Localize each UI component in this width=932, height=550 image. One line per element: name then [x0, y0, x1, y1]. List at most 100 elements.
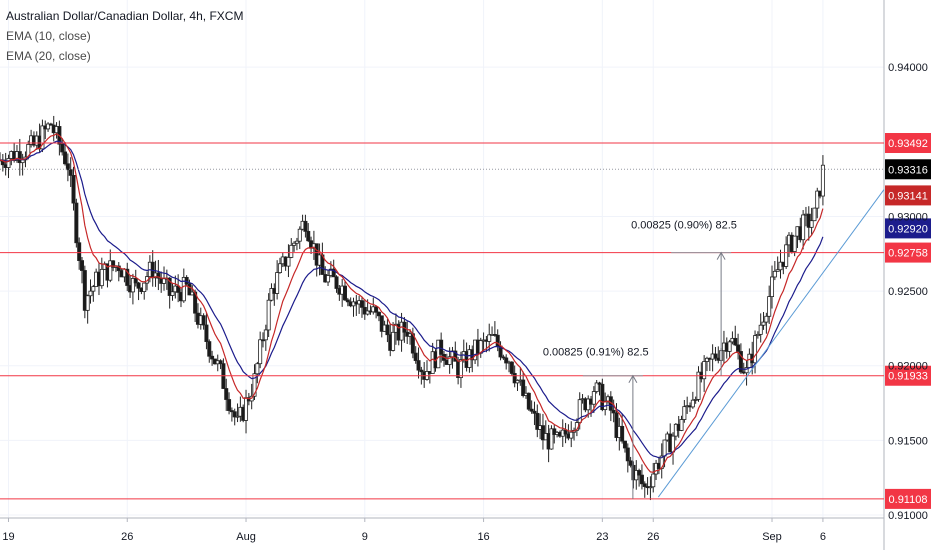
candle	[17, 138, 22, 176]
candle-body	[419, 369, 424, 373]
candle	[600, 378, 605, 412]
candle-body	[755, 333, 760, 337]
ema10-legend: EMA (10, close)	[6, 29, 91, 43]
candle	[204, 312, 209, 350]
candle-body	[258, 339, 263, 365]
candle	[326, 270, 331, 286]
candle-body	[682, 406, 687, 420]
candle-body	[713, 353, 718, 359]
level-label: 0.93492	[885, 133, 931, 154]
candle-body	[326, 275, 331, 283]
candle-body	[738, 351, 743, 373]
candle-body	[181, 276, 186, 302]
candle	[85, 294, 90, 324]
candle-body	[552, 428, 557, 435]
candle-body	[391, 331, 396, 351]
candle-body	[549, 428, 554, 450]
candle	[167, 277, 172, 309]
candle-body	[753, 335, 758, 364]
candle-body	[772, 270, 777, 278]
candle-body	[252, 373, 257, 397]
x-tick-label: 23	[596, 531, 608, 543]
candle	[297, 226, 302, 250]
candle-body	[662, 439, 667, 457]
candle-body	[260, 339, 265, 342]
candle-body	[359, 300, 364, 308]
candle-body	[532, 410, 537, 414]
candle-body	[637, 470, 642, 476]
candle	[232, 408, 237, 426]
candle	[74, 198, 79, 248]
candle-body	[17, 151, 22, 164]
candle-body	[71, 175, 76, 204]
candle-body	[704, 357, 709, 362]
candle	[227, 392, 232, 415]
x-tick-label: 9	[362, 531, 368, 543]
measurement-label: 0.00825 (0.91%) 82.5	[543, 347, 649, 359]
candle	[391, 322, 396, 352]
candle-body	[156, 272, 161, 279]
candle-body	[99, 268, 104, 287]
candle-body	[529, 408, 534, 412]
candle-body	[385, 324, 390, 336]
candle	[611, 399, 616, 423]
candle-body	[416, 360, 421, 371]
candle-body	[744, 367, 749, 374]
candle	[758, 313, 763, 343]
candle-body	[365, 310, 370, 315]
candle	[142, 282, 147, 300]
candle-body	[591, 391, 596, 405]
candle-body	[294, 240, 299, 244]
candle	[535, 404, 540, 438]
candle	[63, 141, 68, 166]
candle	[594, 380, 599, 394]
candle	[46, 122, 51, 132]
candle	[48, 122, 53, 126]
candle-body	[232, 411, 237, 418]
candle-body	[376, 311, 381, 317]
candle-body	[809, 220, 814, 228]
x-tick-label: Aug	[236, 531, 256, 543]
candle-body	[413, 352, 418, 361]
candle	[755, 331, 760, 339]
candle	[244, 389, 249, 434]
candle-body	[767, 296, 772, 317]
candle	[812, 207, 817, 222]
candle-body	[277, 263, 282, 273]
candle	[792, 235, 797, 257]
candle	[651, 462, 656, 493]
candle	[512, 365, 517, 388]
candle	[255, 361, 260, 384]
candles	[0, 115, 825, 501]
candle-body	[314, 243, 319, 266]
candle-body	[74, 202, 79, 244]
candle-body	[515, 380, 520, 384]
candle	[207, 339, 212, 363]
candle	[727, 339, 732, 358]
last-price-bg	[885, 159, 931, 180]
candle	[690, 391, 695, 409]
candle	[693, 396, 698, 404]
measurement-1: 0.00825 (0.91%) 82.5	[543, 347, 649, 499]
candle	[343, 281, 348, 302]
candle-body	[569, 431, 574, 439]
candle-body	[306, 230, 311, 242]
candle-body	[679, 419, 684, 431]
candle	[622, 440, 627, 453]
level-label-text: 0.91933	[888, 371, 928, 383]
candle-body	[227, 399, 232, 411]
candle-body	[6, 158, 11, 168]
candle	[218, 359, 223, 370]
candle	[439, 332, 444, 363]
candle	[260, 332, 265, 348]
x-tick-label: Sep	[762, 531, 782, 543]
candle	[702, 355, 707, 392]
candle	[133, 269, 138, 287]
candle-body	[167, 277, 172, 296]
ema20-legend: EMA (20, close)	[6, 49, 91, 63]
candle	[277, 257, 282, 274]
candle	[526, 392, 531, 411]
candle-body	[600, 383, 605, 411]
candle-body	[142, 282, 147, 293]
